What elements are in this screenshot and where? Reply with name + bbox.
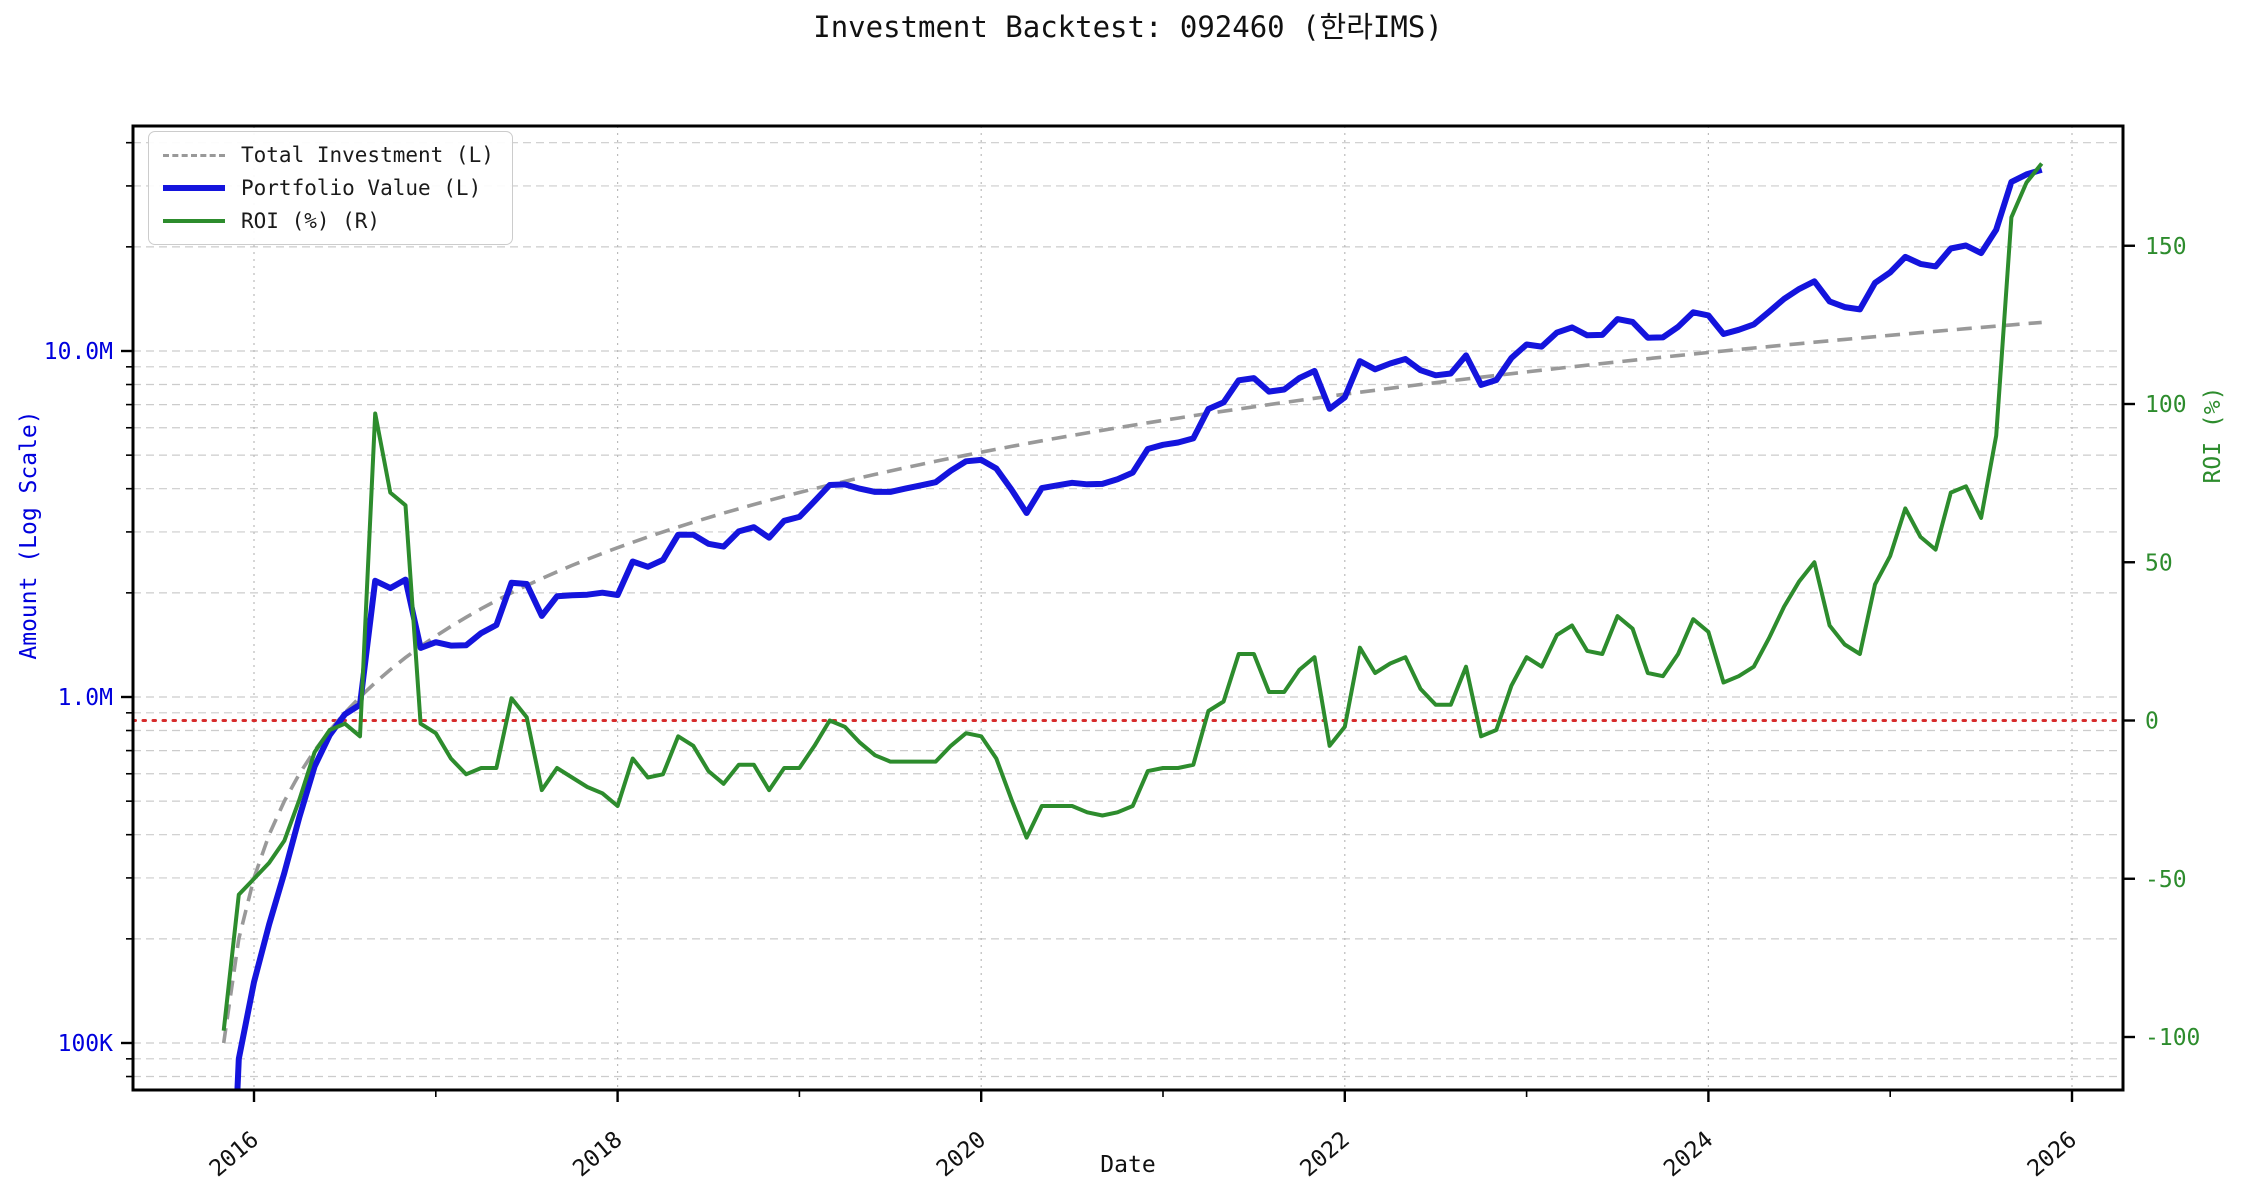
legend-sample-blue-line: [163, 185, 225, 191]
left-axis-tick-labels: 100K 1.0M 10.0M: [44, 339, 113, 1057]
legend-item-total-investment: Total Investment (L): [163, 142, 494, 168]
svg-text:-50: -50: [2145, 867, 2187, 893]
svg-text:2020: 2020: [932, 1127, 991, 1183]
svg-text:150: 150: [2145, 234, 2187, 260]
roi-line: [221, 162, 2044, 1031]
svg-text:-100: -100: [2145, 1025, 2200, 1051]
svg-text:10.0M: 10.0M: [44, 339, 113, 365]
svg-text:50: 50: [2145, 550, 2173, 576]
svg-text:0: 0: [2145, 709, 2159, 735]
total-investment-line: [221, 320, 2042, 1044]
legend: Total Investment (L) Portfolio Value (L)…: [148, 131, 513, 245]
axis-tick-marks: [121, 141, 2135, 1102]
chart-title: Investment Backtest: 092460 (한라IMS): [813, 10, 1443, 44]
legend-sample-dashed-gray-line: [163, 153, 225, 157]
svg-text:100: 100: [2145, 392, 2187, 418]
legend-label: ROI (%) (R): [241, 209, 381, 233]
legend-item-portfolio-value: Portfolio Value (L): [163, 175, 494, 201]
legend-sample-green-line: [163, 219, 225, 223]
left-axis-label: Amount (Log Scale): [16, 410, 42, 659]
x-axis-label: Date: [1100, 1152, 1155, 1178]
svg-text:1.0M: 1.0M: [58, 685, 113, 711]
svg-text:100K: 100K: [58, 1031, 114, 1057]
legend-label: Total Investment (L): [241, 143, 494, 167]
plot-border: [131, 124, 2125, 1092]
legend-label: Portfolio Value (L): [241, 176, 482, 200]
legend-item-roi: ROI (%) (R): [163, 208, 494, 234]
svg-text:2024: 2024: [1659, 1127, 1718, 1183]
svg-text:2018: 2018: [568, 1127, 627, 1183]
svg-text:2022: 2022: [1296, 1127, 1355, 1183]
portfolio-value-line: [234, 166, 2043, 1090]
right-axis-tick-labels: -100 -50 0 50 100 150: [2145, 234, 2200, 1051]
grid-lines: [133, 126, 2123, 1090]
svg-text:2026: 2026: [2023, 1127, 2082, 1183]
right-axis-label: ROI (%): [2200, 387, 2226, 484]
svg-text:2016: 2016: [205, 1127, 264, 1183]
